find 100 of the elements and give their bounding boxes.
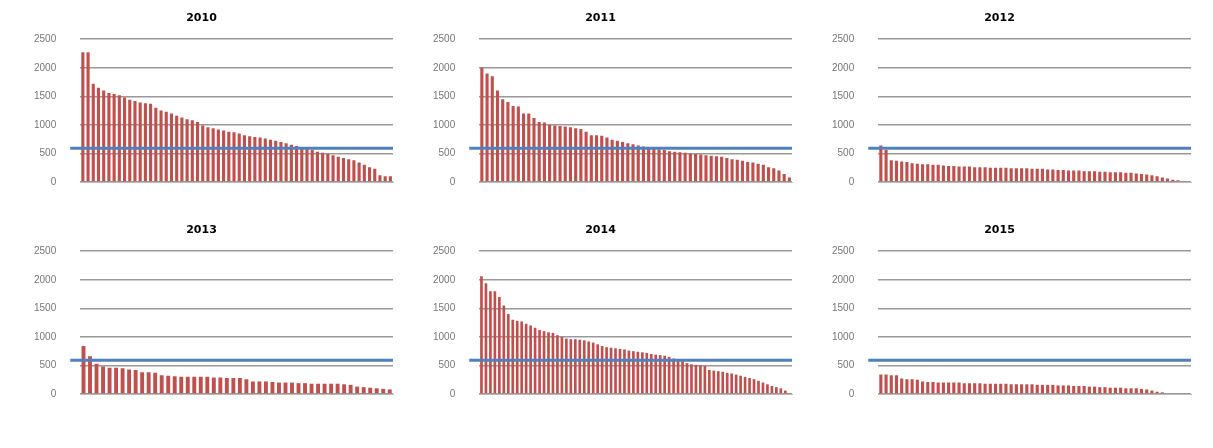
- bar: [305, 148, 309, 182]
- bar: [915, 379, 919, 394]
- bar: [931, 382, 935, 394]
- bar: [201, 125, 205, 182]
- bar: [383, 176, 387, 182]
- bar: [322, 383, 327, 394]
- bar: [1025, 168, 1029, 182]
- y-tick-label: 1000: [433, 330, 456, 342]
- bar: [787, 177, 791, 182]
- bar: [352, 160, 356, 182]
- bar: [967, 383, 972, 394]
- bar: [614, 348, 617, 394]
- y-tick-label: 2000: [832, 61, 855, 73]
- y-tick-label: 1500: [433, 90, 456, 102]
- y-tick-label: 2500: [34, 244, 57, 256]
- y-tick-label: 500: [39, 147, 57, 159]
- bar: [1035, 168, 1039, 182]
- bar: [88, 356, 92, 394]
- y-tick-label: 1000: [832, 118, 855, 130]
- bar: [947, 382, 951, 394]
- bar: [673, 151, 677, 182]
- bar: [206, 127, 210, 182]
- bar: [993, 383, 998, 394]
- bar: [688, 153, 692, 182]
- bar: [310, 150, 314, 182]
- bar: [605, 137, 609, 182]
- bar: [652, 148, 656, 182]
- bar: [926, 164, 930, 182]
- bar: [1061, 170, 1065, 182]
- y-tick-label: 2500: [832, 32, 855, 44]
- bar: [1124, 172, 1128, 182]
- bar: [983, 167, 987, 182]
- bar: [993, 167, 998, 182]
- bar: [190, 120, 194, 182]
- bar: [1014, 168, 1018, 182]
- bar: [573, 339, 577, 394]
- bar: [556, 335, 559, 394]
- bar: [480, 67, 484, 182]
- bar: [1035, 384, 1039, 394]
- bar: [900, 161, 904, 182]
- bar: [489, 291, 492, 394]
- bar: [712, 370, 716, 394]
- bar: [999, 167, 1003, 182]
- bar: [1025, 384, 1029, 394]
- y-tick-label: 2500: [34, 32, 57, 44]
- bar: [1108, 172, 1112, 182]
- bar: [501, 99, 505, 182]
- bar: [506, 102, 510, 182]
- bar: [694, 154, 698, 182]
- bar: [159, 110, 163, 182]
- bar: [1098, 171, 1102, 182]
- bar: [331, 155, 335, 182]
- bar: [195, 122, 200, 182]
- bar: [347, 159, 351, 182]
- bar: [1134, 173, 1138, 182]
- bar: [211, 128, 215, 182]
- bar: [596, 344, 599, 394]
- bar: [1134, 388, 1138, 394]
- bar: [910, 163, 914, 182]
- bar: [772, 168, 776, 182]
- bar: [957, 382, 961, 394]
- bar: [485, 73, 489, 182]
- bar: [725, 372, 729, 394]
- bar: [947, 166, 951, 182]
- bar: [547, 332, 550, 394]
- bar: [309, 383, 314, 394]
- bar: [263, 381, 268, 394]
- bar: [342, 384, 347, 394]
- bar: [1046, 169, 1050, 182]
- bar: [640, 352, 644, 394]
- bar: [153, 372, 158, 394]
- bar: [548, 124, 552, 182]
- bar: [143, 103, 147, 182]
- bar: [355, 386, 360, 394]
- y-tick-label: 1500: [433, 302, 456, 314]
- bar: [730, 159, 734, 182]
- y-tick-label: 0: [50, 387, 57, 399]
- bar: [936, 382, 940, 394]
- bar: [915, 163, 919, 182]
- bar: [316, 383, 321, 394]
- bar: [96, 87, 101, 182]
- bar: [198, 376, 203, 394]
- y-tick-label: 1500: [832, 302, 855, 314]
- bar: [1030, 168, 1034, 182]
- bar: [224, 378, 229, 394]
- bar: [387, 389, 392, 394]
- bar: [362, 164, 366, 182]
- y-tick-label: 1000: [832, 330, 855, 342]
- bar: [133, 370, 138, 394]
- bar: [1020, 384, 1024, 394]
- bar: [506, 314, 510, 394]
- bar: [746, 162, 750, 182]
- bar: [237, 133, 241, 182]
- bar: [216, 129, 220, 182]
- bar: [1103, 387, 1107, 394]
- bar: [667, 151, 672, 182]
- bar: [133, 100, 137, 182]
- bar: [516, 106, 520, 182]
- bar: [582, 340, 586, 394]
- bar: [242, 135, 247, 182]
